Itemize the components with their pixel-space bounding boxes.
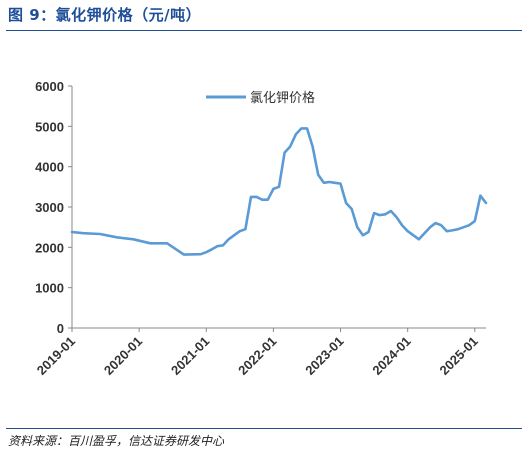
figure-title: 图 9：氯化钾价格（元/吨） [8, 6, 202, 24]
y-tick-label: 4000 [35, 160, 64, 175]
legend-label: 氯化钾价格 [250, 90, 315, 106]
y-tick-label: 2000 [35, 240, 64, 255]
y-tick-label: 0 [57, 321, 64, 336]
x-tick-label: 2023-01 [302, 334, 346, 378]
series-line [70, 127, 488, 256]
x-tick-label: 2025-01 [437, 334, 481, 378]
x-tick-label: 2022-01 [235, 334, 279, 378]
x-tick-label: 2019-01 [34, 334, 78, 378]
series-lines [70, 127, 488, 256]
x-tick-label: 2020-01 [101, 334, 145, 378]
source-divider [6, 428, 522, 429]
x-axis-ticks: 2019-01 2020-01 2021-01 2022-01 2023-01 2024-… [34, 328, 481, 378]
x-tick-label: 2021-01 [168, 334, 212, 378]
source-note: 资料来源：百川盈孚，信达证券研发中心 [8, 434, 225, 448]
line-chart: 0 1000 2000 3000 4000 5000 6000 2019-01 2020-01… [34, 79, 488, 378]
y-tick-label: 3000 [35, 200, 64, 215]
y-tick-label: 5000 [35, 119, 64, 134]
y-axis-ticks: 0 1000 2000 3000 4000 5000 6000 [35, 79, 72, 336]
x-tick-label: 2024-01 [369, 334, 413, 378]
y-tick-label: 1000 [35, 281, 64, 296]
chart-axes [71, 86, 486, 329]
title-divider [6, 30, 522, 31]
y-tick-label: 6000 [35, 79, 64, 94]
chart-legend: 氯化钾价格 [206, 90, 315, 106]
